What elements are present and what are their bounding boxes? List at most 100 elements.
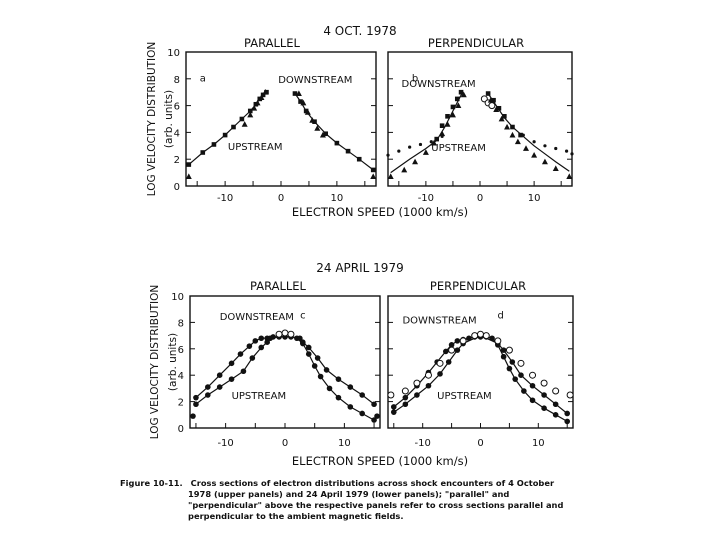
data-point-dot [216,384,223,390]
data-point-square [260,92,266,98]
data-point-open-circle [387,391,395,399]
data-point-square [518,132,523,138]
data-point-triangle [387,173,394,180]
data-point-dot [246,343,253,349]
x-tick-label: 0 [477,193,483,204]
region-label: DOWNSTREAM [278,75,352,86]
y-tick-label: 2 [178,398,184,409]
data-point-dot [445,359,452,365]
y-tick-label: 10 [171,292,184,303]
data-point-triangle [309,117,316,123]
panel-letter: d [498,310,504,321]
data-point-dot [512,376,518,382]
data-point-square [323,131,329,137]
data-point-dot [570,152,574,156]
data-point-dot [264,339,270,346]
data-point-dot [258,335,265,342]
panel-header: PERPENDICULAR [428,36,524,50]
data-point-dot [237,351,244,357]
data-point-dot [305,351,312,357]
data-point-square [200,150,206,155]
region-label: UPSTREAM [232,391,287,402]
data-point-square [292,91,298,96]
data-point-dot [397,149,401,153]
data-point-square [356,156,362,162]
data-point-square [454,96,460,102]
data-point-triangle [262,89,269,95]
data-point-open-circle [477,330,484,338]
data-point-square [510,124,515,130]
data-point-open-circle [540,379,548,387]
data-point-square [186,162,192,167]
chart-title: 24 APRIL 1979 [316,261,403,275]
data-point-square [247,108,253,114]
data-point-open-circle [505,346,513,354]
x-tick-label: 10 [338,438,351,449]
data-point-dot [564,410,571,417]
x-tick-label: 0 [282,438,288,449]
region-label: UPSTREAM [431,143,486,154]
y-tick-label: 10 [167,48,180,59]
data-point-square [445,114,450,119]
data-point-dot [521,133,525,137]
x-tick-label: 10 [331,193,344,204]
data-point-square [434,136,440,142]
series-curve [487,93,570,172]
data-point-square [211,142,217,147]
data-point-dot [448,342,455,348]
data-point-dot [500,347,507,353]
data-point-dot [193,394,199,401]
data-point-square [502,114,507,119]
data-point-dot [521,388,527,394]
data-point-triangle [460,91,467,98]
figure-caption: Figure 10-11. Cross sections of electron… [120,478,600,522]
data-point-triangle [258,94,265,100]
data-point-dot [335,376,342,382]
data-point-open-circle [517,359,525,367]
data-point-dot [314,355,321,361]
y-tick-label: 6 [178,345,184,356]
series-curve [195,336,375,421]
data-point-open-circle [552,387,560,395]
series-curve [390,91,464,174]
data-point-dot [564,418,571,425]
data-point-dot [205,392,211,398]
data-point-dot [374,413,380,419]
data-point-square [222,132,228,138]
data-point-dot [443,348,449,355]
data-point-dot [228,360,235,367]
panel-letter: c [300,310,306,321]
plot-frame [387,51,573,187]
data-point-dot [228,376,235,382]
data-point-open-circle [413,379,421,387]
data-point-dot [500,353,507,360]
data-point-open-circle [566,391,574,399]
data-point-open-circle [494,337,502,345]
data-point-square [450,104,456,110]
y-tick-label: 0 [178,424,184,435]
chart-title: 4 OCT. 1978 [323,24,396,38]
data-point-dot [190,413,196,419]
data-point-triangle [541,158,548,165]
data-point-dot [335,394,342,401]
data-point-triangle [251,105,258,111]
data-point-open-circle [448,346,456,354]
data-point-square [439,123,445,128]
data-point-dot [552,401,559,408]
data-point-triangle [552,165,559,171]
data-point-triangle [487,97,494,103]
x-tick-label: 0 [278,193,284,204]
region-label: UPSTREAM [228,142,283,153]
data-point-open-circle [488,102,496,110]
data-point-dot [347,404,354,410]
data-point-dot [249,355,256,361]
data-point-triangle [449,111,456,118]
panel-letter: a [200,73,206,84]
data-point-dot [326,385,333,392]
data-point-triangle [300,99,307,106]
series-curve [393,336,568,422]
data-point-square [485,91,491,96]
data-point-triangle [247,111,254,118]
region-label: DOWNSTREAM [402,316,476,327]
data-point-dot [390,409,397,415]
